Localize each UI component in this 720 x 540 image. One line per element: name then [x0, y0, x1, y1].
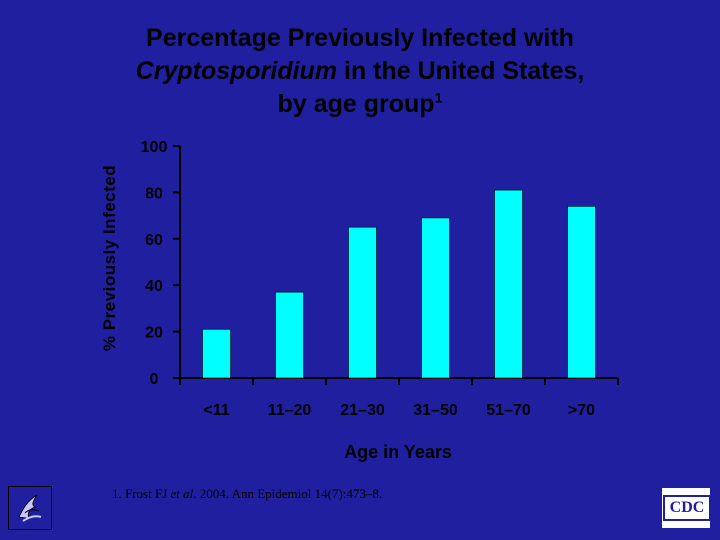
- cdc-logo-text: CDC: [663, 495, 711, 521]
- x-tick-label: 11–20: [268, 402, 312, 419]
- footnote-suffix: . 2004. Ann Epidemiol 14(7):473–8.: [193, 486, 383, 501]
- chart-title: Percentage Previously Infected with Cryp…: [60, 22, 660, 121]
- chart-bars: [202, 189, 596, 379]
- y-tick-label: 80: [145, 185, 163, 202]
- title-organism: Cryptosporidium: [135, 57, 338, 85]
- hhs-eagle-icon: [18, 494, 42, 522]
- bar: [494, 189, 523, 379]
- y-tick-label: 100: [141, 139, 168, 156]
- bar: [202, 328, 231, 379]
- y-axis-title: % Previously Infected: [100, 165, 119, 351]
- footnote-italic: et al: [170, 486, 194, 501]
- bar: [567, 206, 596, 379]
- x-tick-label: <11: [203, 402, 229, 419]
- x-tick-label: >70: [568, 402, 595, 419]
- footnote: 1. Frost FJ et al. 2004. Ann Epidemiol 1…: [112, 486, 382, 502]
- x-tick-label: 51–70: [486, 402, 531, 419]
- bar: [348, 226, 377, 379]
- chart-axes: [179, 146, 618, 379]
- x-tick-label: 31–50: [413, 402, 458, 419]
- title-line-1: Percentage Previously Infected with: [146, 24, 574, 52]
- y-tick-label: 60: [145, 232, 163, 249]
- x-tick-label: 21–30: [340, 402, 385, 419]
- bar: [275, 291, 304, 379]
- y-tick-label: 0: [150, 371, 159, 388]
- title-footnote-marker: 1: [434, 89, 443, 106]
- title-line-2-rest: in the United States,: [337, 57, 585, 85]
- title-line-3-text: by age group: [277, 90, 435, 118]
- hhs-logo: [8, 486, 52, 530]
- y-tick-label: 20: [145, 325, 163, 342]
- footnote-prefix: 1. Frost FJ: [112, 486, 171, 501]
- y-tick-label: 40: [145, 278, 163, 295]
- bar: [421, 217, 450, 379]
- title-line-2: Cryptosporidium in the United States,: [60, 55, 660, 88]
- y-ticks: 0 20 40 60 80 100: [141, 139, 180, 388]
- x-ticks: <11 11–20 21–30 31–50 51–70 >70: [179, 378, 619, 419]
- cdc-logo: CDC: [662, 488, 711, 528]
- x-axis-title: Age in Years: [344, 442, 452, 462]
- title-line-3: by age group1: [60, 88, 660, 121]
